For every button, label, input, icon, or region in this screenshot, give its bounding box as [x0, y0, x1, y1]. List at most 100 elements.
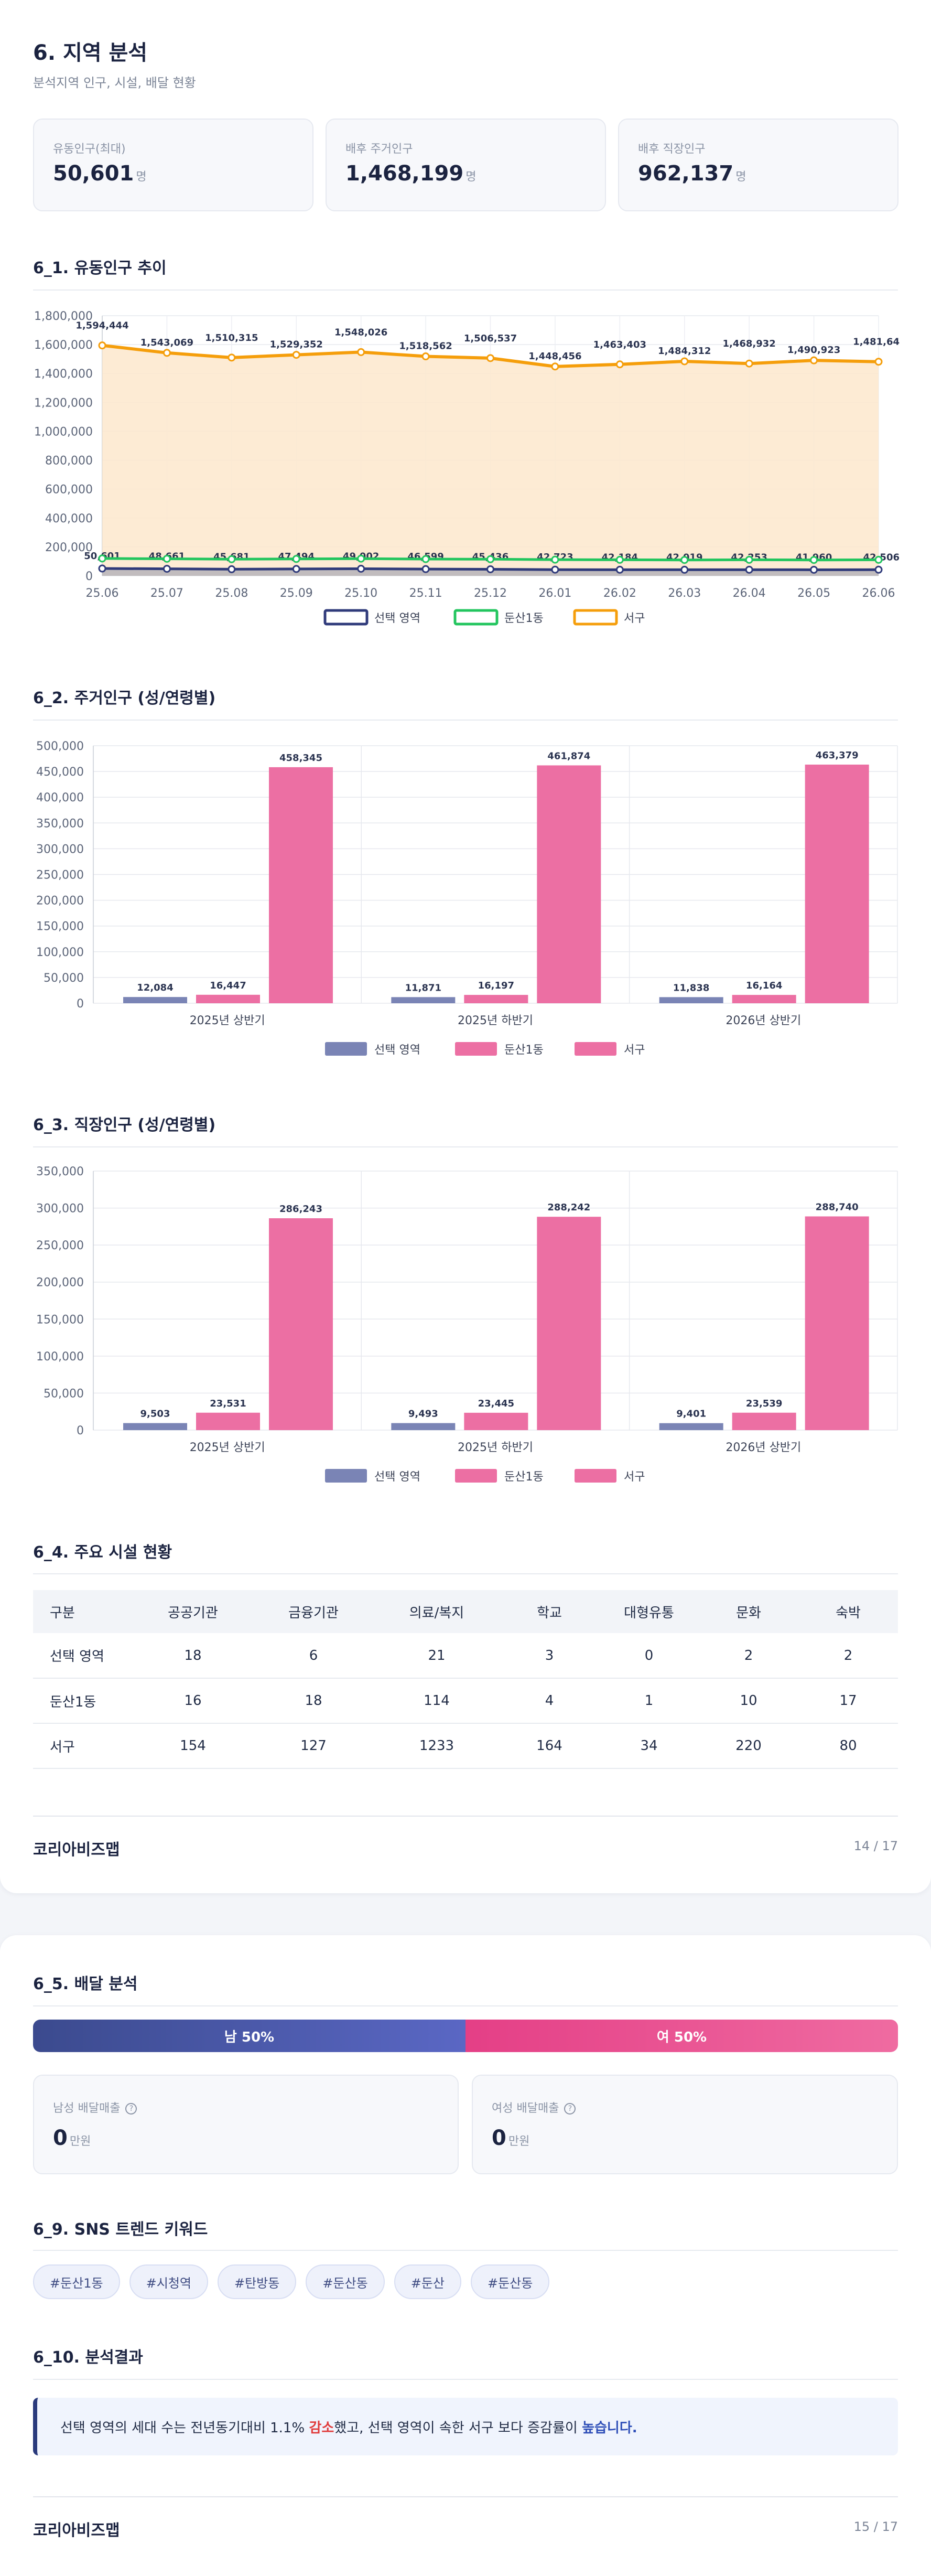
section-title-facilities: 6_4. 주요 시설 현황: [33, 1543, 172, 1562]
keyword-tag[interactable]: #시청역: [129, 2264, 208, 2299]
area-series-서구: [102, 345, 879, 576]
y-tick-label: 200,000: [36, 895, 84, 908]
x-tick-label: 25.06: [86, 587, 119, 600]
data-label: 1,506,537: [464, 333, 517, 344]
legend-label: 둔산1동: [504, 612, 544, 625]
data-label: 1,468,932: [722, 338, 775, 349]
x-tick-label: 26.05: [797, 587, 830, 600]
table-header: 공공기관: [133, 1590, 253, 1633]
help-icon[interactable]: ?: [125, 2103, 137, 2115]
data-label: 288,242: [547, 1202, 590, 1213]
bar: [659, 997, 723, 1003]
data-label: 1,529,352: [270, 339, 323, 350]
y-tick-label: 1,200,000: [34, 396, 93, 410]
section-title-result: 6_10. 분석결과: [33, 2348, 143, 2367]
keyword-tag[interactable]: #탄방동: [217, 2264, 297, 2299]
x-tick-label: 2026년 상반기: [726, 1014, 801, 1027]
data-point: [163, 349, 171, 357]
x-tick-label: 2026년 상반기: [726, 1441, 801, 1454]
keyword-tag[interactable]: #둔산동: [470, 2264, 550, 2299]
table-cell: 154: [133, 1723, 253, 1769]
data-point: [551, 555, 559, 564]
data-label: 1,548,026: [334, 327, 387, 338]
data-point: [615, 565, 624, 574]
page-subtitle: 분석지역 인구, 시설, 배달 현황: [33, 76, 196, 90]
data-label: 1,510,315: [205, 332, 258, 344]
table-cell: 2: [699, 1633, 798, 1679]
y-tick-label: 150,000: [36, 920, 84, 933]
bar: [464, 995, 528, 1003]
data-point: [357, 564, 365, 573]
y-tick-label: 250,000: [36, 869, 84, 882]
data-point: [228, 555, 236, 563]
table-header: 구분: [33, 1590, 133, 1633]
x-tick-label: 25.11: [409, 587, 442, 600]
y-tick-label: 1,600,000: [34, 339, 93, 352]
worker-population-chart: 350,000 300,000 250,000 200,000 150,000 100,0…: [36, 1165, 898, 1484]
table-cell: 80: [798, 1723, 898, 1769]
keyword-tag[interactable]: #둔산동: [306, 2264, 385, 2299]
help-icon[interactable]: ?: [564, 2103, 576, 2115]
summary-card-floating: 유동인구(최대) 50,601 명: [33, 119, 313, 211]
keyword-tag[interactable]: #둔산: [394, 2264, 461, 2299]
data-label: 9,401: [676, 1409, 706, 1420]
table-cell: 4: [500, 1678, 599, 1724]
bar: [123, 1423, 187, 1430]
result-text: 선택 영역의 세대 수는 전년동기대비 1.1% 감소했고, 선택 영역이 속한…: [60, 2420, 637, 2436]
data-point: [292, 351, 300, 359]
data-point: [98, 341, 106, 350]
section-title-resident: 6_2. 주거인구 (성/연령별): [33, 689, 216, 707]
y-tick-label: 800,000: [45, 455, 93, 468]
data-point: [421, 555, 430, 563]
sns-keyword-list: #둔산1동 #시청역 #탄방동 #둔산동 #둔산 #둔산동: [33, 2264, 550, 2299]
summary-card-label: 유동인구(최대): [53, 143, 126, 156]
table-cell: 18: [253, 1678, 374, 1724]
y-tick-label: 200,000: [45, 541, 93, 554]
x-tick-label: 2025년 하반기: [458, 1014, 533, 1027]
y-tick-label: 250,000: [36, 1239, 84, 1252]
table-cell: 1233: [374, 1723, 500, 1769]
data-point: [228, 565, 236, 573]
data-label: 1,481,64: [853, 337, 900, 348]
y-tick-label: 200,000: [36, 1276, 84, 1290]
page-number: 15 / 17: [853, 2519, 898, 2534]
table-cell: 18: [133, 1633, 253, 1679]
y-tick-label: 1,800,000: [34, 310, 93, 323]
data-point: [357, 348, 365, 356]
y-tick-label: 400,000: [36, 791, 84, 804]
female-delivery-card: 여성 배달매출? 0 만원: [472, 2075, 898, 2174]
table-header: 학교: [500, 1590, 599, 1633]
bar: [269, 767, 333, 1003]
x-tick-label: 2025년 상반기: [190, 1014, 265, 1027]
table-cell: 서구: [33, 1723, 133, 1769]
y-tick-label: 50,000: [44, 1387, 84, 1400]
female-delivery-label: 여성 배달매출?: [492, 2099, 576, 2116]
data-label: 1,594,444: [75, 320, 128, 331]
keyword-tag[interactable]: #둔산1동: [33, 2264, 120, 2299]
summary-card-label: 배후 주거인구: [345, 143, 413, 156]
table-header: 금융기관: [253, 1590, 374, 1633]
data-label: 288,740: [816, 1201, 859, 1212]
data-point: [357, 554, 365, 563]
x-tick-label: 25.09: [280, 587, 313, 600]
data-point: [745, 359, 753, 368]
x-tick-label: 25.12: [474, 587, 507, 600]
y-tick-label: 100,000: [36, 1350, 84, 1364]
legend-swatch: [325, 1469, 367, 1483]
data-label: 1,463,403: [593, 339, 646, 350]
bar: [391, 1423, 456, 1430]
page-title: 6. 지역 분석: [33, 41, 148, 65]
footer-brand: 코리아비즈맵: [33, 2521, 120, 2540]
table-row: 둔산1동 16 18 114 4 1 10 17: [33, 1678, 898, 1724]
bar: [123, 997, 187, 1003]
legend-label: 둔산1동: [504, 1471, 544, 1484]
data-point: [163, 554, 171, 563]
legend-swatch: [575, 1469, 616, 1483]
bar: [805, 1216, 869, 1430]
x-tick-label: 2025년 상반기: [190, 1441, 265, 1454]
table-cell: 2: [798, 1633, 898, 1679]
y-tick-label: 300,000: [36, 1203, 84, 1216]
male-delivery-label: 남성 배달매출?: [53, 2099, 137, 2116]
legend-swatch: [323, 609, 369, 626]
legend-swatch: [453, 609, 499, 626]
